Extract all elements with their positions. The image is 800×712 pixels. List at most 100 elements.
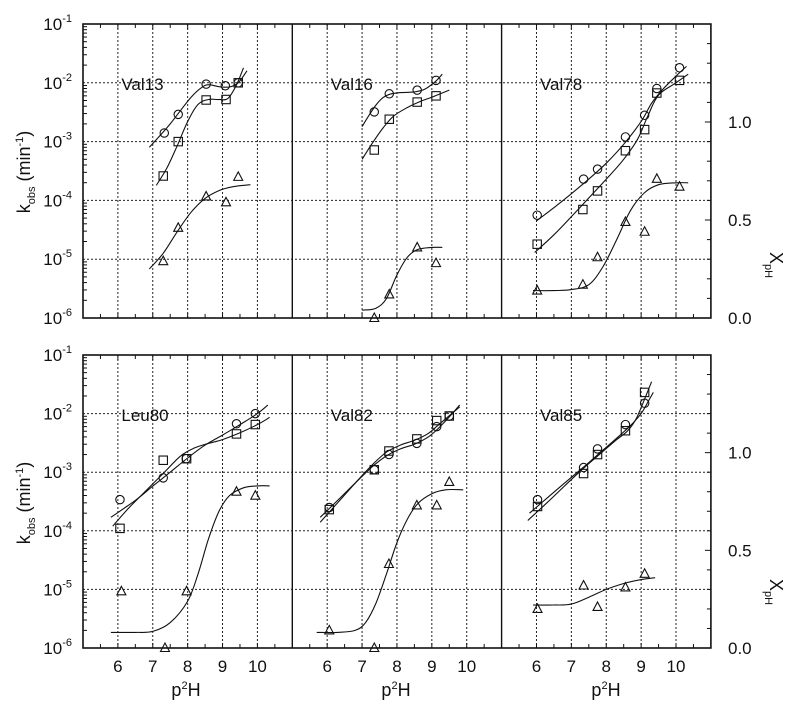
series-square — [112, 416, 270, 534]
square-marker — [369, 145, 380, 155]
x-tick-label: 8 — [602, 657, 611, 676]
left-axis-tick-labels-bottom: 10-1 10-2 10-3 10-4 10-5 10-6 — [43, 344, 72, 658]
circle-marker — [532, 494, 543, 505]
svg-text:kobs (min-1): kobs (min-1) — [14, 462, 38, 545]
triangle-marker — [592, 251, 603, 262]
panel-val82: Val82 — [316, 404, 464, 653]
x-tick-label: 10 — [248, 657, 267, 676]
fit-curve — [319, 406, 461, 523]
circle-marker — [115, 494, 125, 505]
triangle-marker — [639, 567, 651, 578]
axes-frame-row-2 — [82, 354, 712, 649]
y-right-tick-label: 0.0 — [728, 309, 752, 328]
left-axis-title-bottom: kobs (min-1) — [14, 462, 38, 545]
series-square — [319, 406, 461, 523]
square-marker — [431, 91, 441, 101]
y-tick-label: 10-2 — [43, 403, 72, 424]
x-tick-label: 6 — [322, 657, 331, 676]
right-axis-tick-labels-bottom: 1.0 0.5 0.0 — [728, 444, 752, 658]
fit-curve — [148, 184, 251, 270]
right-axis-tick-labels-top: 1.0 0.5 0.0 — [728, 113, 752, 328]
triangle-marker — [620, 215, 631, 227]
square-marker — [412, 434, 422, 444]
panel-val85: Val85 — [527, 381, 656, 613]
fit-curve — [316, 488, 464, 634]
x-axis-title-col1: p2H — [171, 680, 200, 700]
square-marker — [652, 88, 662, 98]
fit-curve — [536, 65, 687, 222]
triangle-marker — [232, 170, 244, 181]
circle-marker — [231, 419, 242, 429]
right-axis-title-top: XpH — [762, 252, 786, 278]
square-marker — [173, 136, 183, 147]
x-tick-label: 8 — [183, 657, 192, 676]
triangle-marker — [639, 225, 651, 236]
x-tick-label: 8 — [392, 657, 401, 676]
triangle-marker — [231, 485, 242, 496]
square-marker — [324, 504, 335, 515]
panel-label: Val78 — [540, 75, 582, 94]
y-right-tick-label: 1.0 — [728, 113, 752, 132]
y-tick-label: 10-6 — [43, 637, 72, 658]
triangle-marker — [578, 579, 589, 590]
x-tick-label: 9 — [636, 657, 645, 676]
triangle-marker — [674, 180, 685, 191]
square-marker — [158, 455, 168, 465]
axes-frame — [82, 354, 712, 649]
fit-curve — [532, 182, 689, 292]
series-triangle — [532, 567, 656, 613]
y-tick-label: 10-3 — [43, 461, 72, 482]
square-marker — [431, 415, 442, 426]
triangle-marker — [200, 190, 212, 201]
triangle-marker — [383, 557, 395, 569]
panel-label: Val85 — [540, 406, 582, 425]
svg-text:p2H: p2H — [381, 680, 410, 700]
x-tick-label: 7 — [567, 657, 576, 676]
triangle-marker — [651, 172, 663, 183]
x-axis-title-col2: p2H — [381, 680, 410, 700]
circle-marker — [384, 89, 395, 99]
circle-marker — [369, 107, 380, 117]
triangle-marker — [157, 254, 169, 266]
x-axis-tick-labels: 6 7 8 9 10 6 7 8 9 10 6 7 8 9 10 — [113, 657, 685, 676]
series-square — [532, 73, 689, 253]
triangle-marker — [411, 499, 423, 510]
x-tick-label: 10 — [457, 657, 476, 676]
triangle-marker — [531, 284, 543, 295]
triangle-marker — [368, 311, 380, 323]
x-tick-label: 7 — [357, 657, 366, 676]
y-tick-label: 10-3 — [43, 131, 72, 152]
series-square — [155, 67, 245, 186]
circle-marker — [173, 109, 183, 120]
triangle-marker — [159, 641, 171, 653]
triangle-marker — [383, 288, 395, 299]
fit-curve — [148, 70, 248, 148]
axes-frame-row-1 — [82, 23, 712, 319]
fit-curve — [361, 89, 450, 160]
square-marker — [412, 97, 422, 107]
circle-marker — [674, 63, 685, 73]
circle-marker — [592, 444, 603, 454]
left-axis-title-top: kobs (min-1) — [14, 131, 38, 214]
panel-label: Val82 — [331, 406, 373, 425]
triangle-marker — [532, 602, 543, 613]
svg-text:p2H: p2H — [591, 680, 620, 700]
circle-marker — [201, 79, 211, 89]
fit-curve — [110, 404, 269, 518]
series-square — [527, 381, 653, 521]
circle-marker — [324, 502, 335, 513]
panel-val16: Val16 — [331, 73, 450, 323]
square-marker — [532, 239, 542, 249]
y-right-tick-label: 0.5 — [728, 211, 752, 230]
y-right-tick-label: 1.0 — [728, 444, 752, 463]
square-marker — [233, 78, 243, 88]
circle-marker — [431, 75, 441, 86]
triangle-marker — [431, 499, 443, 510]
fit-curve — [362, 246, 443, 311]
y-tick-label: 10-6 — [43, 307, 72, 328]
circle-marker — [412, 85, 422, 95]
circle-marker — [620, 419, 631, 430]
y-tick-label: 10-4 — [43, 189, 72, 210]
series-circle — [148, 70, 248, 148]
